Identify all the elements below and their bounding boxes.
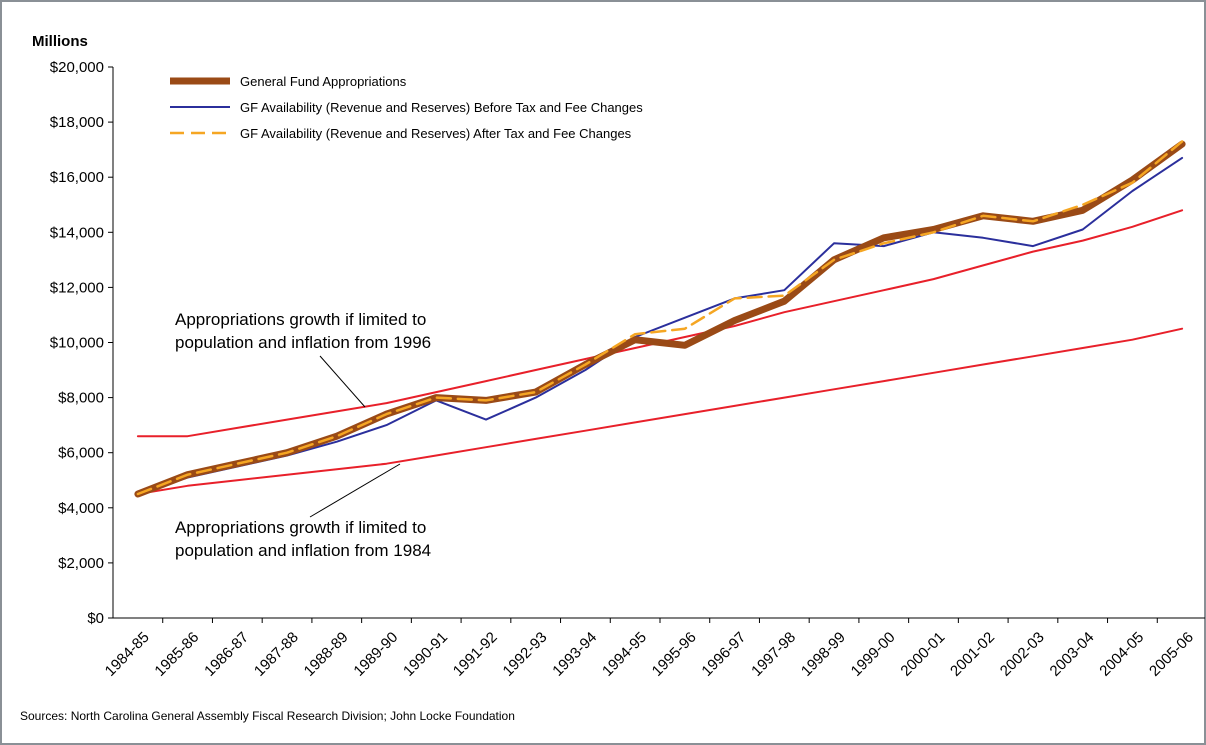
- annotation: Appropriations growth if limited to: [175, 310, 426, 329]
- y-tick-label: $2,000: [58, 555, 104, 572]
- y-tick-label: $12,000: [50, 279, 104, 296]
- y-tick-label: $8,000: [58, 390, 104, 407]
- series-line: [136, 156, 1184, 495]
- series-line: [136, 327, 1184, 495]
- y-tick-label: $16,000: [50, 169, 104, 186]
- annotation: population and inflation from 1996: [175, 333, 431, 352]
- legend-label: General Fund Appropriations: [240, 74, 407, 89]
- annotation: population and inflation from 1984: [175, 541, 431, 560]
- legend-label: GF Availability (Revenue and Reserves) A…: [240, 126, 632, 141]
- source-note: Sources: North Carolina General Assembly…: [20, 709, 515, 723]
- annotation-leader: [319, 355, 366, 408]
- y-tick-label: $14,000: [50, 224, 104, 241]
- y-tick-label: $6,000: [58, 445, 104, 462]
- y-tick-label: $20,000: [50, 59, 104, 76]
- y-tick-label: $10,000: [50, 335, 104, 352]
- annotation-leader: [309, 463, 401, 518]
- y-tick-label: $0: [87, 610, 104, 627]
- series-line: [136, 140, 1184, 496]
- y-axis-label: Millions: [32, 33, 88, 50]
- annotation: Appropriations growth if limited to: [175, 518, 426, 537]
- y-tick-label: $4,000: [58, 500, 104, 517]
- y-tick-label: $18,000: [50, 114, 104, 131]
- legend-label: GF Availability (Revenue and Reserves) B…: [240, 100, 643, 115]
